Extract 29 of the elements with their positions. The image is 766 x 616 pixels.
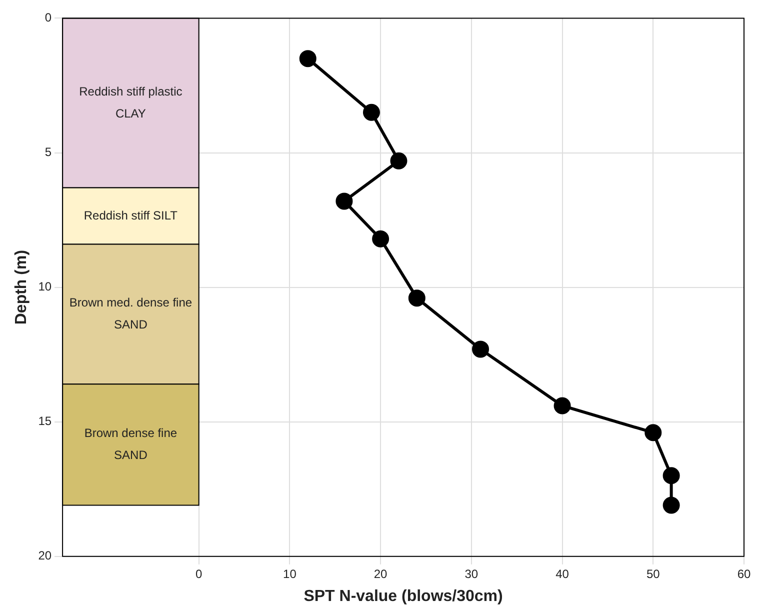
point xyxy=(662,467,680,484)
y-tick-label: 15 xyxy=(38,414,52,428)
point xyxy=(336,192,353,210)
x-tick-label: 20 xyxy=(374,566,388,581)
point xyxy=(362,104,380,121)
band-label: Brown dense fine SAND xyxy=(84,426,178,462)
point xyxy=(372,230,390,248)
x-axis-title: SPT N-value (blows/30cm) xyxy=(304,588,503,605)
x-tick-label: 60 xyxy=(737,566,751,581)
point xyxy=(390,152,408,170)
band-label: Reddish stiff SILT xyxy=(84,208,178,222)
y-axis-title: Depth (m) xyxy=(13,250,30,325)
y-tick-label: 20 xyxy=(38,548,52,563)
point xyxy=(644,424,662,442)
y-tick-label: 5 xyxy=(44,145,52,160)
x-tick-label: 50 xyxy=(646,566,660,581)
point xyxy=(408,290,426,307)
x-tick-label: 30 xyxy=(464,566,478,581)
band-label: Brown med. dense fine SAND xyxy=(69,296,192,332)
x-tick-label: 40 xyxy=(556,566,570,581)
point xyxy=(662,496,680,514)
point xyxy=(299,50,316,68)
point xyxy=(554,397,571,414)
x-tick-label: 0 xyxy=(195,566,202,581)
y-tick-label: 10 xyxy=(38,280,52,294)
band-label: Reddish stiff plastic CLAY xyxy=(79,84,182,120)
x-tick-label: 10 xyxy=(283,566,297,581)
point xyxy=(472,340,490,358)
y-tick-label: 0 xyxy=(44,10,52,25)
